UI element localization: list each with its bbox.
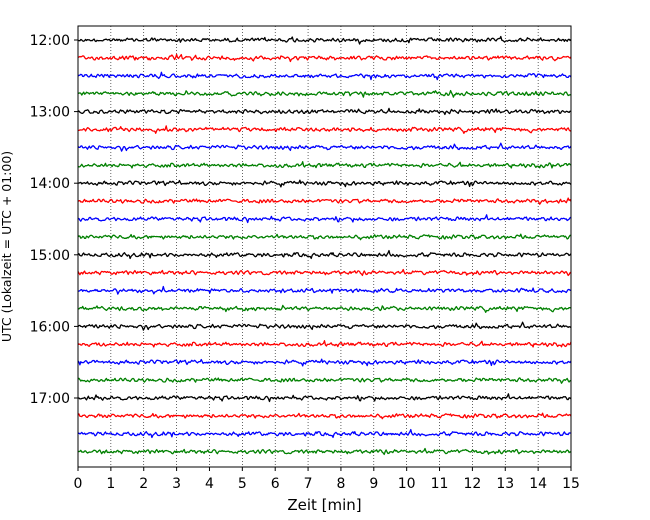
seismic-trace [77, 53, 572, 63]
seismic-trace [77, 377, 572, 384]
x-tick-label: 5 [238, 476, 247, 492]
x-tick-label: 0 [74, 476, 83, 492]
seismic-trace [77, 268, 572, 277]
x-tick-label: 15 [562, 476, 580, 492]
y-tick-label: 14:00 [30, 176, 70, 192]
seismic-trace [77, 412, 572, 420]
y-tick-label: 16:00 [30, 319, 70, 335]
seismic-trace [77, 285, 572, 295]
plot-frame [77, 25, 572, 468]
y-axis-ticks: 12:00 13:00 14:00 15:00 16:00 17:00 [30, 33, 78, 407]
x-tick-label: 11 [431, 476, 449, 492]
seismic-trace [77, 233, 572, 241]
seismic-trace [77, 35, 572, 45]
x-tick-label: 1 [106, 476, 115, 492]
seismic-trace [77, 340, 572, 348]
x-tick-label: 6 [271, 476, 280, 492]
seismic-traces [77, 35, 572, 456]
seismic-trace [77, 447, 572, 456]
x-tick-label: 8 [336, 476, 345, 492]
x-tick-label: 10 [398, 476, 416, 492]
y-tick-label: 15:00 [30, 248, 70, 264]
seismic-trace [77, 214, 572, 224]
seismic-trace [77, 179, 572, 188]
seismic-trace [77, 321, 572, 331]
y-axis-label: UTC (Lokalzeit = UTC + 01:00) [0, 151, 14, 342]
seismic-trace [77, 125, 572, 134]
y-tick-label: 12:00 [30, 33, 70, 49]
x-tick-label: 12 [463, 476, 481, 492]
x-tick-label: 4 [205, 476, 214, 492]
y-tick-label: 13:00 [30, 105, 70, 121]
x-tick-label: 13 [496, 476, 514, 492]
x-axis-ticks: 0 1 2 3 4 5 6 7 8 9 10 11 12 13 14 15 [74, 467, 580, 492]
seismic-trace [77, 249, 572, 260]
seismic-trace [77, 197, 572, 205]
y-tick-label: 17:00 [30, 391, 70, 407]
x-tick-label: 9 [369, 476, 378, 492]
seismic-trace [77, 142, 572, 152]
seismic-trace [77, 89, 572, 98]
seismic-trace [77, 161, 572, 169]
seismic-trace [78, 304, 572, 313]
x-tick-label: 7 [304, 476, 313, 492]
x-axis-label: Zeit [min] [287, 496, 361, 514]
seismic-trace [78, 393, 572, 403]
seismic-trace [77, 428, 572, 439]
seismic-trace [77, 358, 572, 367]
seismic-trace [77, 71, 572, 81]
seismic-trace [77, 107, 572, 116]
x-tick-label: 3 [172, 476, 181, 492]
x-tick-label: 2 [139, 476, 148, 492]
x-tick-label: 14 [529, 476, 547, 492]
